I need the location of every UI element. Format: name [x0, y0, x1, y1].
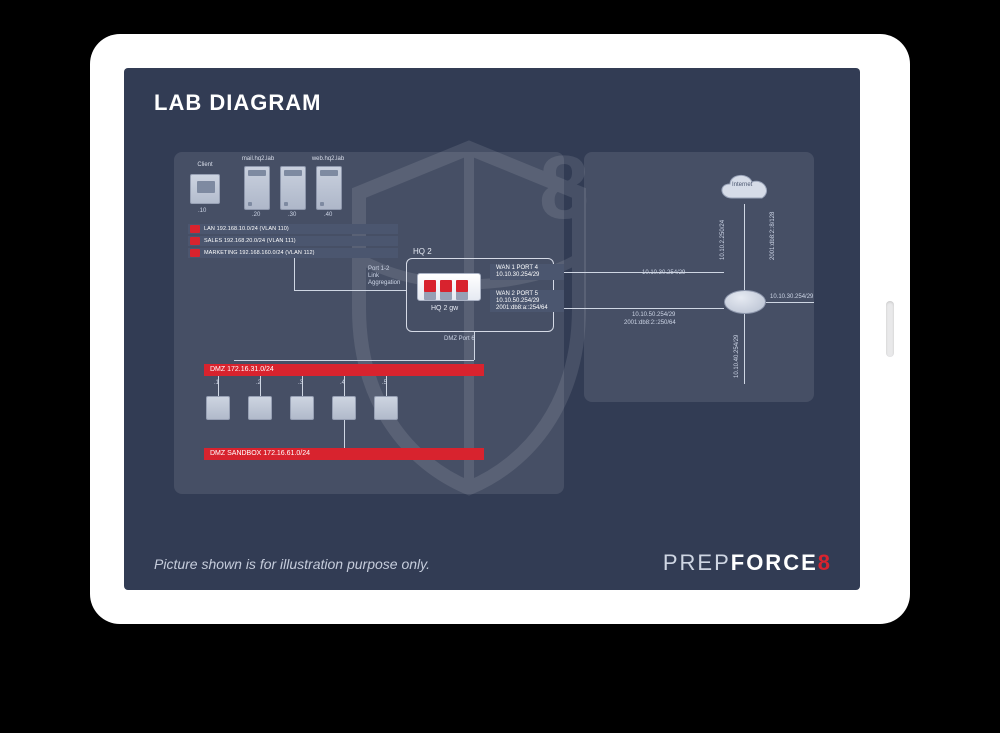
dmz-host-4-icon [332, 396, 356, 420]
server-3-label: web.hq2.lab [308, 156, 348, 163]
wire [744, 204, 745, 290]
brand-bold: FORCE [731, 550, 818, 575]
dmz-bar: DMZ 172.16.31.0/24 [204, 364, 484, 376]
tablet-frame: 8 LAB DIAGRAM Client .10 mail.hq2.lab .2… [90, 34, 910, 624]
wan2-l2: 2001:db8:2::250/64 [624, 320, 676, 326]
brand-thin: PREP [663, 550, 731, 575]
dmz-sandbox-bar: DMZ SANDBOX 172.16.61.0/24 [204, 448, 484, 460]
dmz-host-3-icon [290, 396, 314, 420]
wire [260, 376, 261, 396]
brand-num: 8 [818, 550, 832, 575]
wan1-right-label: 10.10.30.254/29 [770, 294, 813, 300]
vlan-bar-2: SALES 192.168.20.0/24 (VLAN 111) [188, 236, 398, 246]
right-panel: Internet 10.10.2.250/24 2001:db8:2::8/12… [584, 152, 814, 402]
left-panel: Client .10 mail.hq2.lab .20 .30 web.hq2.… [174, 152, 564, 494]
wire [294, 290, 406, 291]
wan2-l1: 10.10.50.254/29 [632, 312, 675, 318]
cloud-label: Internet [732, 182, 752, 189]
wire [766, 302, 814, 303]
dmz-host-1-icon [206, 396, 230, 420]
tablet-home-slot [886, 301, 894, 357]
dmz-port-note: DMZ Port 6 [444, 336, 475, 343]
wan1-bar: WAN 1 PORT 410.10.30.254/29 [490, 264, 564, 280]
brand-logo: PREPFORCE8 [663, 550, 832, 576]
wire [386, 376, 387, 396]
disclaimer-text: Picture shown is for illustration purpos… [154, 556, 430, 572]
wire [302, 376, 303, 396]
vlabel-bottom: 10.10.40.254/29 [734, 335, 740, 378]
client-device-icon [190, 174, 220, 204]
server-1-ip: .20 [252, 212, 260, 218]
wire [294, 258, 295, 290]
server-3-icon [316, 166, 342, 210]
wire [344, 420, 345, 448]
wan2-bar: WAN 2 PORT 510.10.50.254/292001:db8:a::2… [490, 290, 564, 312]
wire [474, 332, 475, 360]
wire [744, 314, 745, 384]
wire [234, 360, 474, 361]
vlan-bar-3: MARKETING 192.168.160.0/24 (VLAN 112) [188, 248, 398, 258]
screen: 8 LAB DIAGRAM Client .10 mail.hq2.lab .2… [124, 68, 860, 590]
wire-wan1 [564, 272, 724, 273]
wire [218, 376, 219, 396]
server-3-ip: .40 [324, 212, 332, 218]
vlabel-left: 10.10.2.250/24 [720, 220, 726, 260]
server-1-icon [244, 166, 270, 210]
firewall-device-icon [417, 273, 481, 301]
hq-gw-label: HQ 2 gw [431, 305, 458, 312]
port-note: Port 1-2 Link Aggregation [368, 266, 400, 287]
hq-title: HQ 2 [413, 247, 432, 256]
router-icon [724, 290, 766, 314]
wire-wan2 [564, 308, 724, 309]
server-2-icon [280, 166, 306, 210]
server-2-ip: .30 [288, 212, 296, 218]
server-1-label: mail.hq2.lab [238, 156, 278, 163]
dmz-host-5-icon [374, 396, 398, 420]
dmz-host-2-icon [248, 396, 272, 420]
client-label: Client [190, 162, 220, 169]
page-title: LAB DIAGRAM [154, 90, 321, 116]
wire [344, 376, 345, 396]
wan1-mid-label: 10.10.30.254/29 [642, 270, 685, 276]
vlan-bar-1: LAN 192.168.10.0/24 (VLAN 110) [188, 224, 398, 234]
vlabel-right: 2001:db8:2::8/128 [770, 212, 776, 260]
client-ip: .10 [198, 208, 206, 214]
